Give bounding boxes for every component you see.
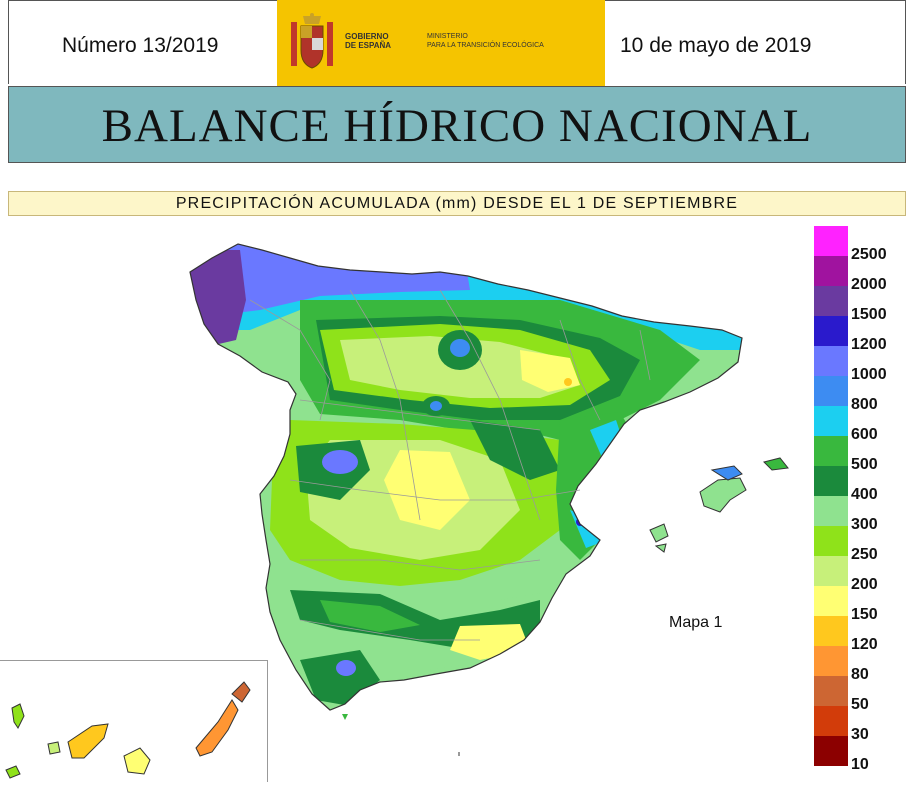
legend-swatch bbox=[814, 706, 848, 736]
legend-swatch bbox=[814, 526, 848, 556]
legend-label: 500 bbox=[851, 456, 878, 473]
legend-label: 1200 bbox=[851, 336, 887, 353]
map-label: Mapa 1 bbox=[669, 614, 723, 631]
legend-swatch bbox=[814, 586, 848, 616]
legend-swatch bbox=[814, 556, 848, 586]
canary-islands bbox=[5, 681, 251, 779]
page-title: BALANCE HÍDRICO NACIONAL bbox=[101, 100, 813, 152]
precipitation-map bbox=[5, 243, 789, 779]
legend-label: 10 bbox=[851, 756, 869, 773]
legend-label: 50 bbox=[851, 696, 869, 713]
legend-swatch bbox=[814, 646, 848, 676]
legend-label: 2500 bbox=[851, 246, 887, 263]
legend-label: 400 bbox=[851, 486, 878, 503]
legend-label: 800 bbox=[851, 396, 878, 413]
legend-label: 150 bbox=[851, 606, 878, 623]
legend-swatch bbox=[814, 226, 848, 256]
legend-swatch bbox=[814, 436, 848, 466]
legend-swatch bbox=[814, 496, 848, 526]
legend-swatch bbox=[814, 406, 848, 436]
legend-swatch bbox=[814, 346, 848, 376]
legend-swatch bbox=[814, 256, 848, 286]
legend-label: 1500 bbox=[851, 306, 887, 323]
legend-swatch bbox=[814, 466, 848, 496]
legend-label: 250 bbox=[851, 546, 878, 563]
legend-label: 80 bbox=[851, 666, 869, 683]
alboran-marker bbox=[458, 752, 460, 756]
logo-ministerio-text: MINISTERIO PARA LA TRANSICIÓN ECOLÓGICA bbox=[427, 33, 544, 49]
legend-swatch bbox=[814, 286, 848, 316]
legend-label: 600 bbox=[851, 426, 878, 443]
balearic-islands bbox=[649, 457, 789, 553]
legend-swatch bbox=[814, 316, 848, 346]
legend-swatch bbox=[814, 616, 848, 646]
subtitle-band: PRECIPITACIÓN ACUMULADA (mm) DESDE EL 1 … bbox=[8, 191, 906, 216]
legend-label: 300 bbox=[851, 516, 878, 533]
issue-date: 10 de mayo de 2019 bbox=[620, 34, 812, 57]
legend-label: 200 bbox=[851, 576, 878, 593]
legend-label: 1000 bbox=[851, 366, 887, 383]
legend-swatch bbox=[814, 676, 848, 706]
title-band: BALANCE HÍDRICO NACIONAL bbox=[8, 86, 906, 163]
legend-swatch bbox=[814, 376, 848, 406]
province-boundaries bbox=[249, 289, 651, 641]
logo-gobierno-text: GOBIERNO DE ESPAÑA bbox=[345, 32, 392, 50]
legend-label: 120 bbox=[851, 636, 878, 653]
map-subtitle: PRECIPITACIÓN ACUMULADA (mm) DESDE EL 1 … bbox=[175, 195, 739, 212]
government-logo: GOBIERNO DE ESPAÑA MINISTERIO PARA LA TR… bbox=[277, 0, 605, 86]
coat-of-arms-icon bbox=[291, 13, 333, 69]
legend-swatch bbox=[814, 736, 848, 766]
canary-islands-inset-frame bbox=[0, 660, 268, 782]
issue-number: Número 13/2019 bbox=[62, 34, 219, 57]
legend-label: 2000 bbox=[851, 276, 887, 293]
ceuta-marker bbox=[342, 714, 348, 720]
peninsula-precipitation-layer bbox=[190, 244, 742, 710]
legend-label: 30 bbox=[851, 726, 869, 743]
